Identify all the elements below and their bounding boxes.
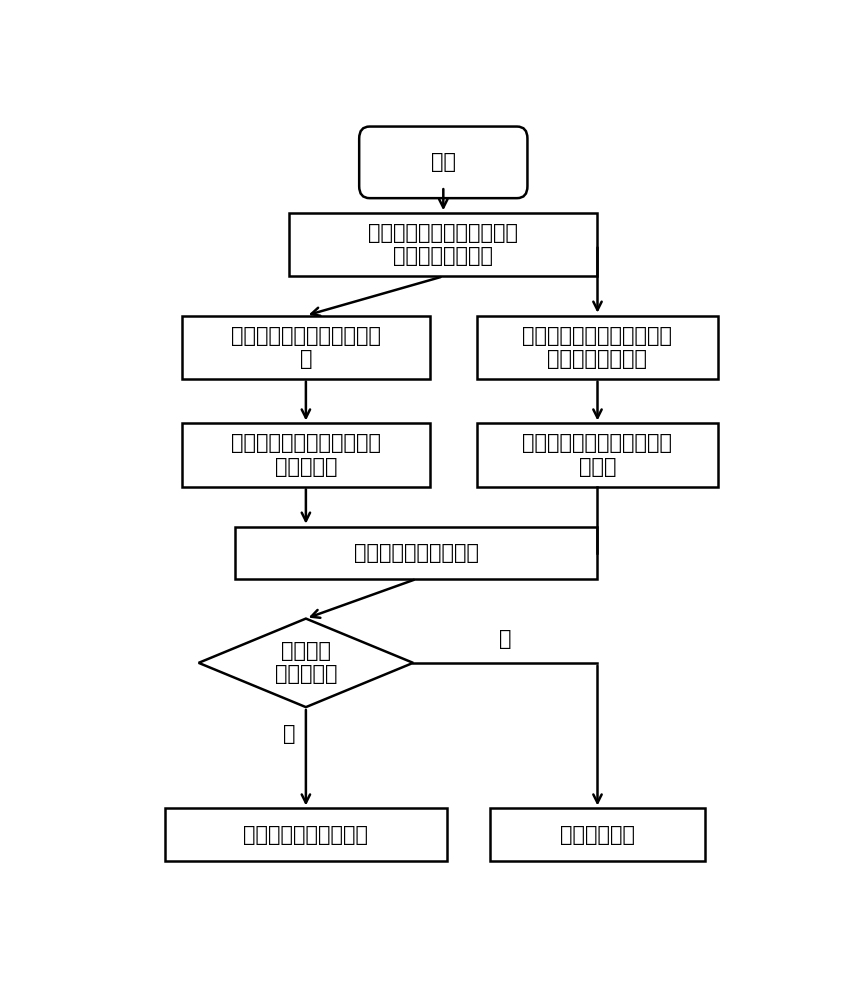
Polygon shape — [199, 619, 413, 707]
Bar — [289, 213, 598, 276]
Text: 获取共享单车起终点位置信
息: 获取共享单车起终点位置信 息 — [231, 326, 381, 369]
Text: 获取各调度小区实际供应单
车数量与需求数量: 获取各调度小区实际供应单 车数量与需求数量 — [522, 326, 672, 369]
Bar — [477, 423, 718, 487]
Bar — [182, 423, 430, 487]
Text: 收费价格
是否小于零: 收费价格 是否小于零 — [274, 641, 337, 684]
Bar — [477, 316, 718, 379]
Bar — [235, 527, 598, 579]
Bar — [490, 808, 705, 861]
Text: 将共享单车停放区域划分为
若干调度小区划分: 将共享单车停放区域划分为 若干调度小区划分 — [368, 223, 518, 266]
FancyBboxPatch shape — [359, 127, 528, 198]
Text: 否: 否 — [283, 724, 295, 744]
Bar — [165, 808, 446, 861]
Bar — [182, 316, 430, 379]
Text: 收费价格零元: 收费价格零元 — [560, 825, 635, 845]
Text: 开始: 开始 — [431, 152, 456, 172]
Text: 输出共享单车收费价格: 输出共享单车收费价格 — [243, 825, 368, 845]
Text: 是: 是 — [499, 629, 511, 649]
Text: 计算共享单车收费价格: 计算共享单车收费价格 — [354, 543, 479, 563]
Text: 确定各调度小区共享单车计
费方法: 确定各调度小区共享单车计 费方法 — [522, 433, 672, 477]
Text: 确定共享单车起终点所属于
的调度小区: 确定共享单车起终点所属于 的调度小区 — [231, 433, 381, 477]
